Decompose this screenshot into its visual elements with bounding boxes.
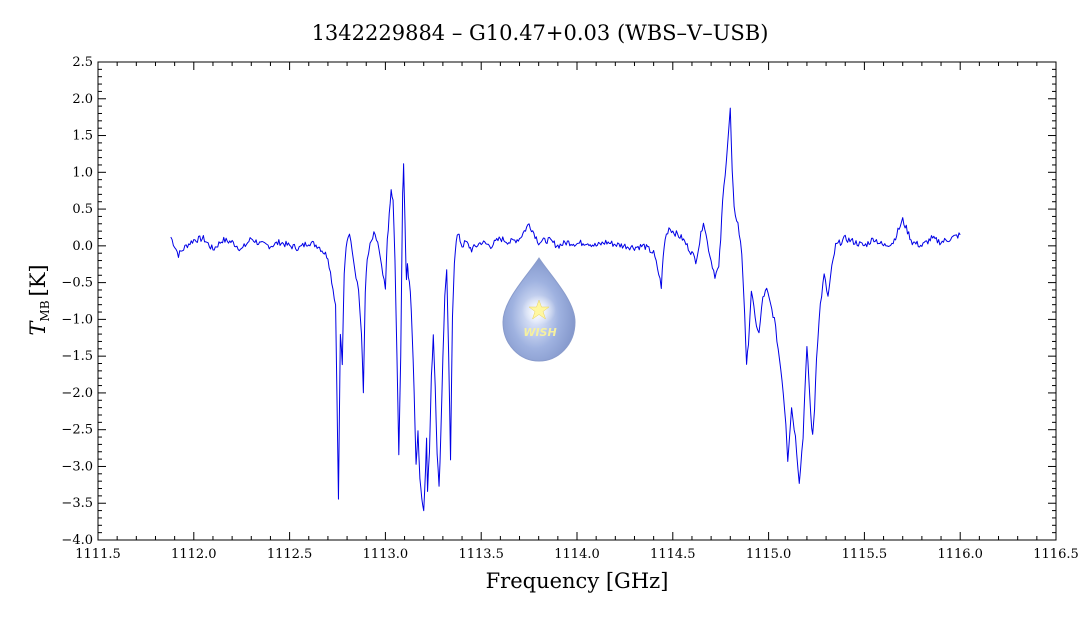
- y-tick-label: 2.0: [72, 92, 93, 107]
- y-axis-label-main: T: [26, 320, 50, 336]
- x-tick-label: 1113.5: [458, 547, 504, 562]
- y-axis-label-unit: [K]: [26, 264, 50, 296]
- y-tick-label: 0.0: [72, 239, 93, 254]
- x-axis-label: Frequency [GHz]: [486, 569, 669, 593]
- y-tick-label: −1.0: [61, 312, 93, 327]
- x-tick-label: 1115.5: [842, 547, 888, 562]
- spectrum-series-line: [170, 107, 961, 512]
- y-tick-label: −2.5: [61, 423, 93, 438]
- y-tick-label: 1.0: [72, 165, 93, 180]
- y-tick-label: −3.0: [61, 459, 93, 474]
- chart-title: 1342229884 – G10.47+0.03 (WBS–V–USB): [312, 21, 769, 45]
- svg-text:TMB[K]: TMB [K]: [26, 264, 52, 335]
- y-tick-label: 1.5: [72, 129, 93, 144]
- y-tick-label: 0.5: [72, 202, 93, 217]
- x-tick-label: 1111.5: [75, 547, 121, 562]
- wish-logo: WISH: [502, 257, 576, 362]
- wish-logo-star: [528, 299, 550, 320]
- y-tick-label: −3.5: [61, 496, 93, 511]
- x-tick-label: 1113.0: [363, 547, 409, 562]
- y-tick-label: −2.0: [61, 386, 93, 401]
- x-tick-label: 1114.5: [650, 547, 696, 562]
- y-tick-label: −1.5: [61, 349, 93, 364]
- x-axis-tick-labels: 1111.5 1112.0 1112.5 1113.0 1113.5 1114.0 1114…: [75, 547, 1079, 562]
- y-tick-label: 2.5: [72, 55, 93, 70]
- y-tick-label: −4.0: [61, 533, 93, 548]
- y-axis-ticks: [98, 61, 1056, 541]
- y-axis-label: TMB [K]: [26, 264, 52, 335]
- x-tick-label: 1116.5: [1033, 547, 1079, 562]
- y-tick-label: −0.5: [61, 276, 93, 291]
- y-axis-label-sub: MB: [38, 300, 52, 321]
- x-tick-label: 1114.0: [554, 547, 600, 562]
- wish-logo-text: WISH: [523, 326, 556, 339]
- x-tick-label: 1115.0: [746, 547, 792, 562]
- x-tick-label: 1116.0: [937, 547, 983, 562]
- plot-frame: [97, 61, 1057, 541]
- y-axis-tick-labels: 2.5 2.0 1.5 1.0 0.5 0.0 −0.5 −1.0 −1.5 −2.0 −2.5 −3…: [61, 55, 93, 548]
- x-tick-label: 1112.5: [267, 547, 313, 562]
- x-tick-label: 1112.0: [171, 547, 217, 562]
- x-axis-ticks: [97, 62, 1057, 540]
